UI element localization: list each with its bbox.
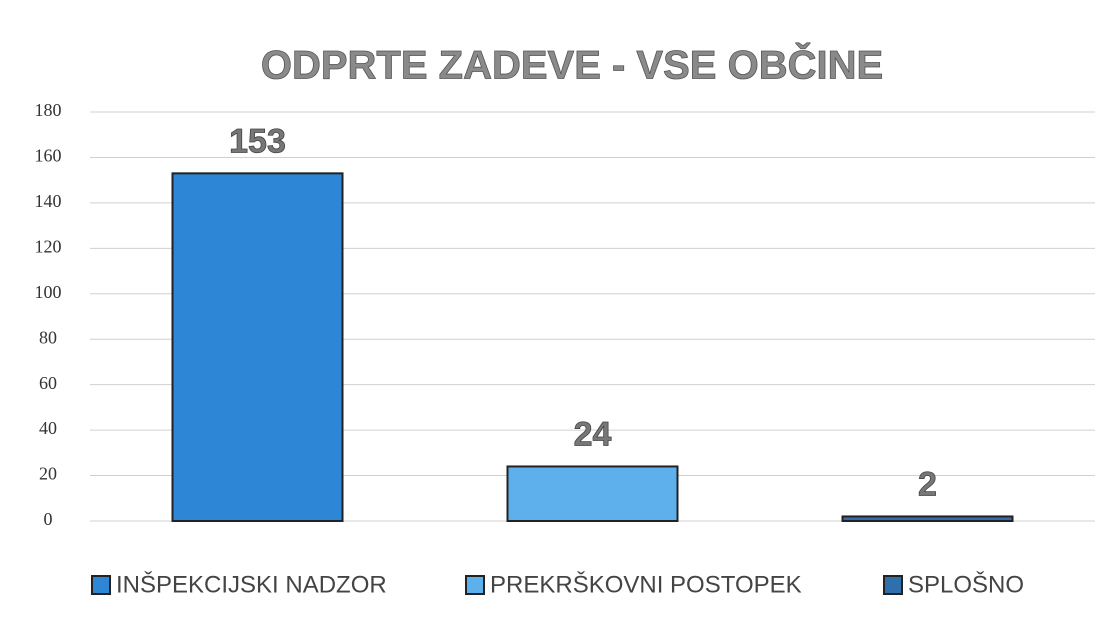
legend-label: PREKRŠKOVNI POSTOPEK [490, 570, 802, 598]
y-tick-label: 60 [39, 373, 57, 393]
legend-swatch [883, 575, 903, 595]
legend-label: INŠPEKCIJSKI NADZOR [116, 570, 387, 598]
bar [841, 515, 1014, 523]
y-tick-label: 140 [35, 191, 62, 211]
y-tick-label: 100 [35, 282, 62, 302]
value-label: 153 [229, 122, 286, 160]
y-tick-label: 120 [35, 236, 62, 256]
value-label: 2 [918, 465, 937, 503]
legend-label: SPLOŠNO [908, 570, 1024, 598]
bar [171, 172, 344, 522]
legend-swatch [91, 575, 111, 595]
y-tick-label: 160 [35, 146, 62, 166]
legend-swatch [465, 575, 485, 595]
y-tick-label: 80 [39, 327, 57, 347]
bar [506, 465, 679, 523]
y-tick-label: 20 [39, 464, 57, 484]
chart-title: ODPRTE ZADEVE - VSE OBČINE [261, 42, 883, 88]
y-tick-label: 40 [39, 418, 57, 438]
y-tick-label: 0 [44, 509, 53, 529]
y-tick-label: 180 [35, 100, 62, 120]
value-label: 24 [574, 415, 612, 453]
